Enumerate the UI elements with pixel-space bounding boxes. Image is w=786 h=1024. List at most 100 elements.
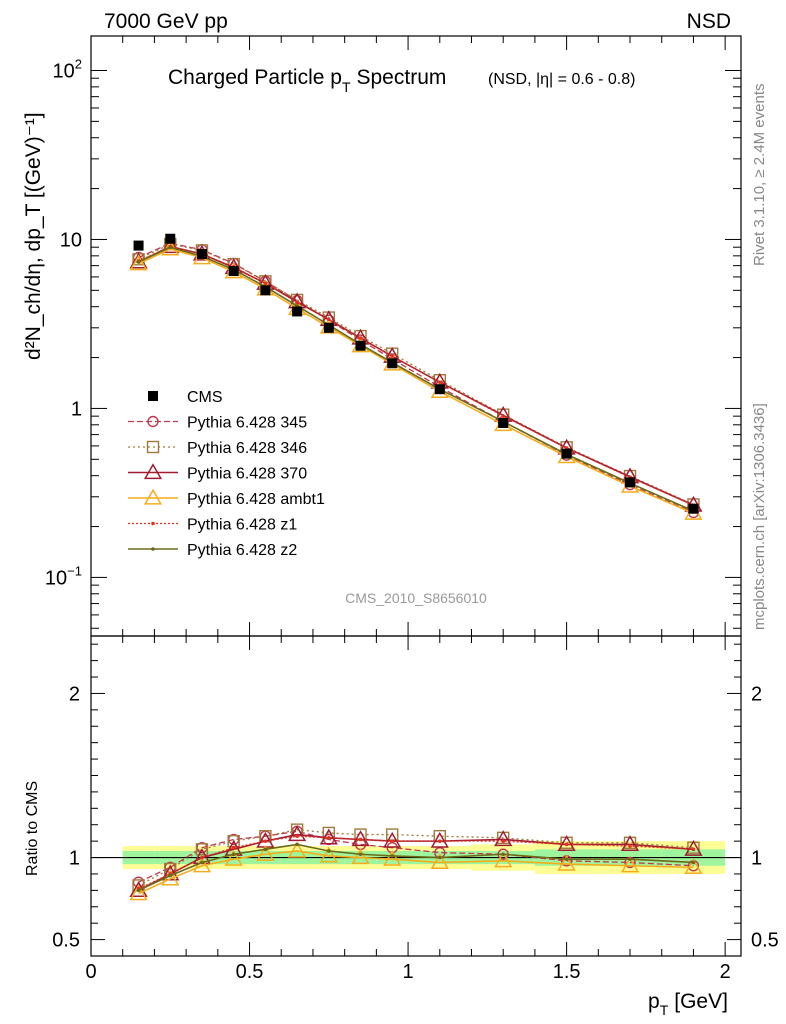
y-tick-label: 102	[53, 56, 82, 82]
legend-label: Pythia 6.428 345	[187, 415, 307, 432]
series-point	[161, 237, 180, 254]
data-point	[323, 322, 334, 333]
rivet-label: Rivet 3.1.10, ≥ 2.4M events	[751, 84, 768, 267]
ratio-panel: 0.5 0.5 1 1 2 2	[52, 635, 779, 957]
series-line	[138, 245, 694, 506]
series-ratio-point	[620, 835, 640, 852]
series-ratio-point	[684, 858, 703, 874]
legend-entry-2: Pythia 6.428 346	[128, 440, 307, 457]
series-ratio-point	[501, 852, 505, 857]
data-point	[498, 417, 509, 428]
series-ratio-point	[231, 845, 236, 850]
series-ratio-point	[437, 839, 442, 843]
series-point	[129, 254, 148, 271]
series-ratio-point	[200, 855, 204, 860]
series-ratio-6	[136, 842, 696, 893]
legend-marker	[146, 440, 160, 454]
series-point	[168, 245, 173, 250]
series-ratio-point	[327, 849, 331, 853]
y-axis-label-text: d²N_ch/dη, dp_T [(GeV)⁻¹]	[22, 112, 45, 360]
legend-entry-1: Pythia 6.428 345	[128, 415, 307, 432]
plot-title-main2: Spectrum	[357, 66, 447, 89]
y-tick-exponent: 2	[75, 56, 82, 71]
data-point	[387, 358, 398, 369]
ratio-axis-label: Ratio to CMS	[24, 781, 41, 876]
data-point	[133, 240, 144, 251]
series-ratio-point	[200, 860, 204, 865]
series-ratio-point	[295, 842, 299, 847]
series-ratio-point	[263, 839, 268, 843]
series-point	[327, 317, 331, 322]
series-point	[358, 336, 363, 340]
series-ratio-point	[628, 844, 632, 848]
series-point	[390, 354, 395, 359]
data-point	[228, 266, 239, 277]
ratio-tick-label-left: 0.5	[52, 930, 80, 952]
data-point	[561, 448, 572, 459]
y-tick-label: 10	[60, 229, 82, 251]
x-axis-label-main: p	[648, 990, 660, 1013]
ratio-frame-border	[90, 635, 742, 957]
series-ratio-point	[684, 840, 703, 856]
legend-marker	[151, 521, 155, 526]
data-point	[688, 503, 699, 514]
legend-label-data: CMS	[187, 389, 223, 406]
series-ratio-line	[138, 843, 694, 892]
series-point	[501, 414, 505, 418]
legend-label: Pythia 6.428 z2	[187, 542, 297, 559]
legend-entry-3: Pythia 6.428 370	[128, 463, 307, 483]
series-ratio-5	[136, 834, 696, 891]
series-ratio-point	[288, 841, 307, 858]
series-ratio-point	[319, 846, 338, 863]
series-ratio-line	[138, 835, 694, 890]
series-ratio-point	[288, 825, 307, 842]
series-ratio-point	[129, 884, 148, 901]
series-ratio-point	[351, 830, 370, 847]
x-tick-label: 1.5	[553, 961, 581, 983]
series-ratio-point	[494, 830, 513, 847]
legend: CMS Pythia 6.428 345 Pythia 6.428 346 Pythi…	[128, 389, 325, 559]
series-ratio-point	[327, 836, 331, 840]
x-axis-label: pT [GeV]	[648, 990, 728, 1018]
y-tick-base: 10	[53, 60, 75, 82]
y-tick-label: 10−1	[45, 563, 82, 589]
series-ratio-point	[161, 864, 180, 881]
legend-marker	[151, 547, 155, 551]
series-ratio-point	[195, 843, 209, 856]
series-ratio-point	[168, 873, 173, 878]
ratio-tick-label-right: 2	[751, 683, 762, 705]
series-ratio-point	[691, 860, 696, 865]
x-tick-label: 0.5	[236, 961, 264, 983]
y-tick-label: 1	[71, 398, 82, 420]
ratio-tick-label-left: 2	[69, 683, 80, 705]
series-ratio-point	[494, 851, 513, 868]
legend-label: Pythia 6.428 346	[187, 440, 307, 457]
series-ratio-point	[351, 848, 370, 865]
series-point	[295, 300, 299, 305]
series-ratio-point	[231, 852, 236, 857]
legend-marker	[143, 488, 163, 505]
legend-marker	[147, 415, 159, 428]
ratio-tick-label-right: 0.5	[751, 930, 779, 952]
series-ratio-point	[437, 855, 442, 860]
series-ratio-point	[628, 857, 632, 861]
legend-marker	[143, 463, 163, 480]
series-ratio-point	[390, 854, 395, 858]
x-axis-label-tail: [GeV]	[674, 990, 728, 1013]
legend-entry-4: Pythia 6.428 ambt1	[128, 488, 325, 508]
series-ratio-point	[564, 857, 569, 861]
series-ratio-point	[691, 847, 696, 852]
y-axis-label: d²N_ch/dη, dp_T [(GeV)⁻¹]	[22, 112, 45, 360]
series-ratio-point	[358, 852, 363, 857]
series-ratio-point	[430, 853, 449, 870]
x-tick-label: 1	[403, 961, 414, 983]
series-ratio-point	[383, 831, 402, 848]
series-point	[136, 260, 141, 264]
process-label: NSD	[687, 10, 731, 33]
data-point	[196, 249, 207, 260]
x-axis-label-sub: T	[660, 1002, 669, 1018]
series-ratio-point	[319, 828, 338, 845]
series-point	[263, 281, 268, 286]
